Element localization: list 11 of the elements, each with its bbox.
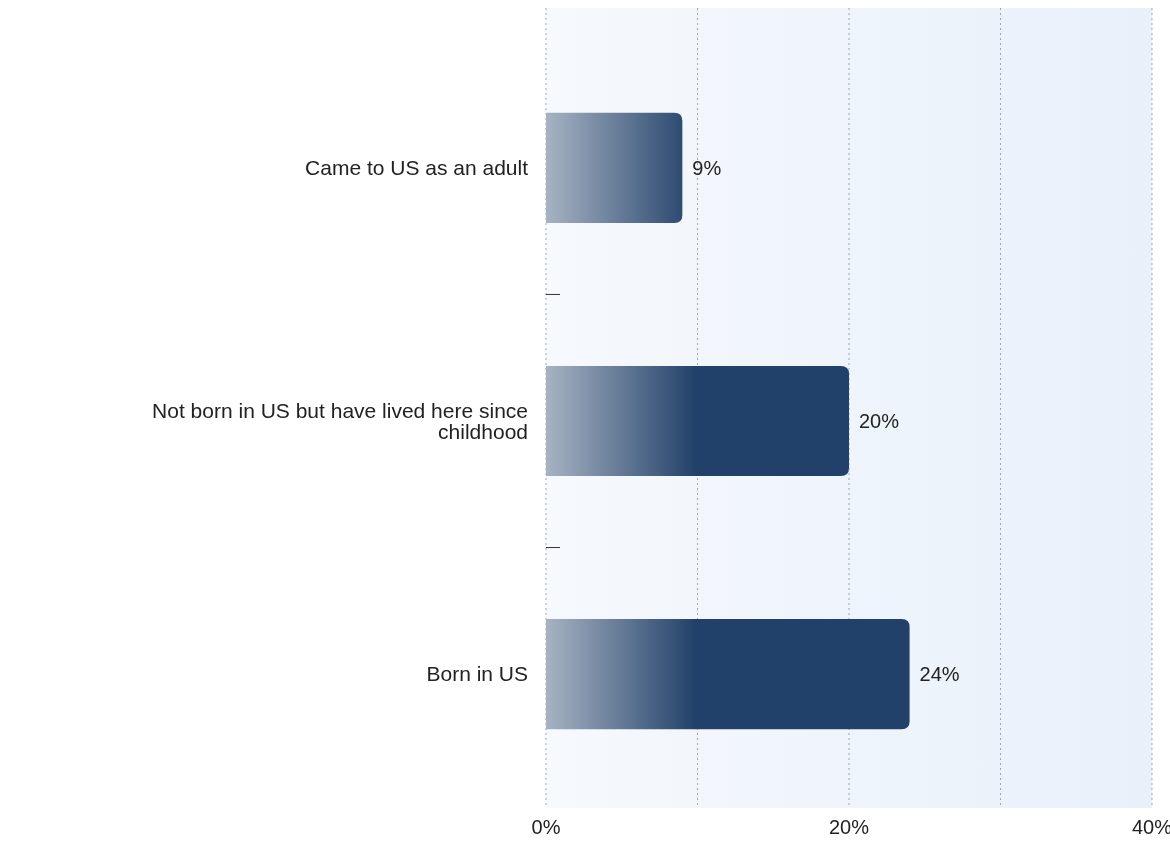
bar bbox=[546, 365, 849, 477]
x-tick-label: 0% bbox=[531, 816, 561, 838]
data-label: 20% bbox=[859, 410, 900, 432]
y-tick-label: Not born in US but have lived here since childhood bbox=[152, 398, 528, 443]
bar bbox=[546, 112, 683, 223]
y-tick-label: Born in US bbox=[426, 662, 528, 686]
bar bbox=[546, 619, 910, 730]
data-label: 9% bbox=[692, 156, 722, 179]
x-tick-label: 20% bbox=[828, 816, 870, 838]
data-label: 24% bbox=[919, 663, 960, 686]
y-tick-label: Came to US as an adult bbox=[305, 156, 529, 180]
